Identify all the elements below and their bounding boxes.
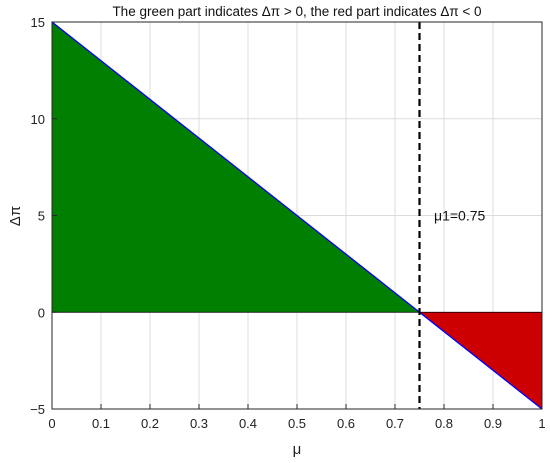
y-axis-ticks: −5 0 5 10 15 bbox=[30, 15, 57, 417]
x-tick-label: 0.6 bbox=[337, 416, 355, 431]
x-axis-ticks: 0 0.1 0.2 0.3 0.4 0.5 0.6 0.7 0.8 0.9 1 bbox=[48, 404, 546, 431]
x-tick-label: 0 bbox=[48, 416, 55, 431]
x-tick-label: 0.7 bbox=[386, 416, 404, 431]
x-tick-label: 0.2 bbox=[141, 416, 159, 431]
x-axis-label: μ bbox=[293, 441, 302, 458]
y-tick-label: 15 bbox=[31, 15, 45, 30]
y-tick-label: 10 bbox=[31, 112, 45, 127]
y-tick-label: 0 bbox=[38, 305, 45, 320]
chart-title: The green part indicates Δπ > 0, the red… bbox=[112, 4, 481, 19]
y-axis-label: Δπ bbox=[7, 206, 24, 226]
x-tick-label: 0.9 bbox=[484, 416, 502, 431]
x-tick-label: 0.5 bbox=[288, 416, 306, 431]
threshold-annotation: μ1=0.75 bbox=[434, 208, 485, 224]
y-tick-label: 5 bbox=[38, 209, 45, 224]
x-tick-label: 0.8 bbox=[435, 416, 453, 431]
x-tick-label: 0.1 bbox=[92, 416, 110, 431]
x-tick-label: 0.4 bbox=[239, 416, 257, 431]
x-tick-label: 0.3 bbox=[190, 416, 208, 431]
y-tick-label: −5 bbox=[30, 402, 45, 417]
x-tick-label: 1 bbox=[538, 416, 545, 431]
